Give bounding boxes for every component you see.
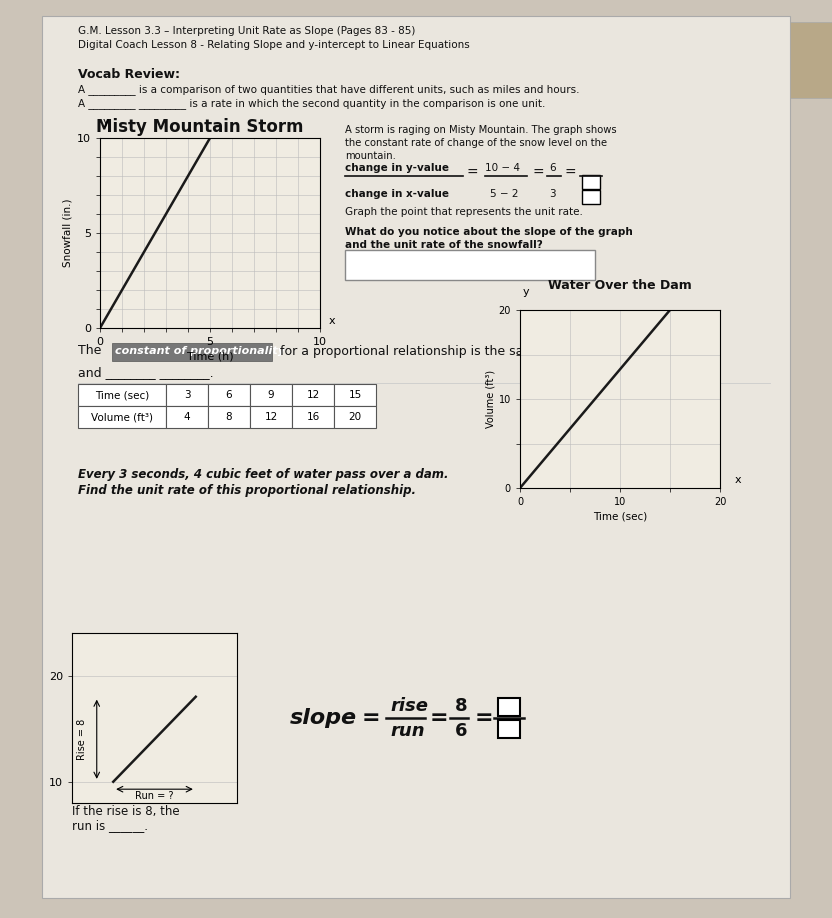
Bar [250,384,292,406]
Text: x: x [735,476,741,486]
Text: Vocab Review:: Vocab Review: [78,68,180,81]
Text: y: y [102,117,109,127]
Text: Water Over the Dam: Water Over the Dam [548,279,692,292]
Text: 4: 4 [184,412,191,422]
X-axis label: Time (h): Time (h) [186,352,233,361]
Text: 3: 3 [184,390,191,400]
Text: Time (sec): Time (sec) [95,390,149,400]
Bar [208,384,250,406]
Text: 3: 3 [549,189,556,199]
Text: for a proportional relationship is the same as the ______: for a proportional relationship is the s… [276,344,627,357]
Text: =: = [475,708,493,728]
Text: 6: 6 [549,163,556,173]
Bar [78,384,166,406]
Text: and ________ ________.: and ________ ________. [78,366,214,379]
Text: A _________ _________ is a rate in which the second quantity in the comparison i: A _________ _________ is a rate in which… [78,98,545,109]
Text: Misty Mountain Storm: Misty Mountain Storm [97,118,304,136]
Text: rise: rise [390,697,428,715]
Text: change in x-value: change in x-value [345,189,449,199]
Text: =: = [532,166,543,180]
Text: =: = [467,166,478,180]
Text: G.M. Lesson 3.3 – Interpreting Unit Rate as Slope (Pages 83 - 85): G.M. Lesson 3.3 – Interpreting Unit Rate… [78,26,415,36]
Text: constant of proportionality: constant of proportionality [115,346,285,356]
Text: mountain.: mountain. [345,151,396,161]
Text: Every 3 seconds, 4 cubic feet of water pass over a dam.: Every 3 seconds, 4 cubic feet of water p… [78,468,448,481]
Text: Run = ?: Run = ? [136,790,174,800]
Text: y: y [523,286,530,297]
Text: 6: 6 [225,390,232,400]
Bar [334,384,376,406]
Text: 6: 6 [455,722,468,740]
X-axis label: Time (sec): Time (sec) [593,511,647,521]
Bar [498,720,520,738]
Text: the constant rate of change of the snow level on the: the constant rate of change of the snow … [345,138,607,148]
Text: What do you notice about the slope of the graph: What do you notice about the slope of th… [345,227,633,237]
Bar [582,190,600,204]
Text: A _________ is a comparison of two quantities that have different units, such as: A _________ is a comparison of two quant… [78,84,580,95]
Text: =: = [362,708,380,728]
Bar [250,406,292,428]
Bar [790,22,832,98]
Text: 15: 15 [349,390,362,400]
Text: If the rise is 8, the: If the rise is 8, the [72,805,180,818]
Text: x: x [329,316,335,326]
Bar [345,250,595,280]
Y-axis label: Volume (ft³): Volume (ft³) [486,370,496,428]
Bar [166,384,208,406]
Text: 16: 16 [306,412,319,422]
Text: Graph the point that represents the unit rate.: Graph the point that represents the unit… [345,207,583,217]
Text: 12: 12 [265,412,278,422]
Text: run: run [390,722,424,740]
Text: Digital Coach Lesson 8 - Relating Slope and y-intercept to Linear Equations: Digital Coach Lesson 8 - Relating Slope … [78,40,470,50]
Text: The: The [78,344,106,357]
Text: 5 − 2: 5 − 2 [490,189,518,199]
Text: 9: 9 [268,390,275,400]
Text: change in y-value: change in y-value [345,163,449,173]
Bar [292,384,334,406]
Text: Rise = 8: Rise = 8 [77,719,87,760]
Text: =: = [430,708,448,728]
Bar [78,406,166,428]
Text: 8: 8 [455,697,468,715]
Text: 8: 8 [225,412,232,422]
Text: 12: 12 [306,390,319,400]
Text: Volume (ft³): Volume (ft³) [91,412,153,422]
Bar [582,175,600,189]
Bar [112,343,272,361]
Text: and the unit rate of the snowfall?: and the unit rate of the snowfall? [345,240,542,250]
Y-axis label: Snowfall (in.): Snowfall (in.) [62,199,73,267]
Bar [292,406,334,428]
Bar [334,406,376,428]
Text: Find the unit rate of this proportional relationship.: Find the unit rate of this proportional … [78,484,416,497]
Bar [166,406,208,428]
Text: 20: 20 [349,412,362,422]
Bar [208,406,250,428]
Text: =: = [565,166,577,180]
Text: run is ______.: run is ______. [72,819,148,832]
Text: 10 − 4: 10 − 4 [485,163,520,173]
Text: slope: slope [290,708,357,728]
Bar [498,698,520,716]
Bar [42,16,790,898]
Text: A storm is raging on Misty Mountain. The graph shows: A storm is raging on Misty Mountain. The… [345,125,617,135]
